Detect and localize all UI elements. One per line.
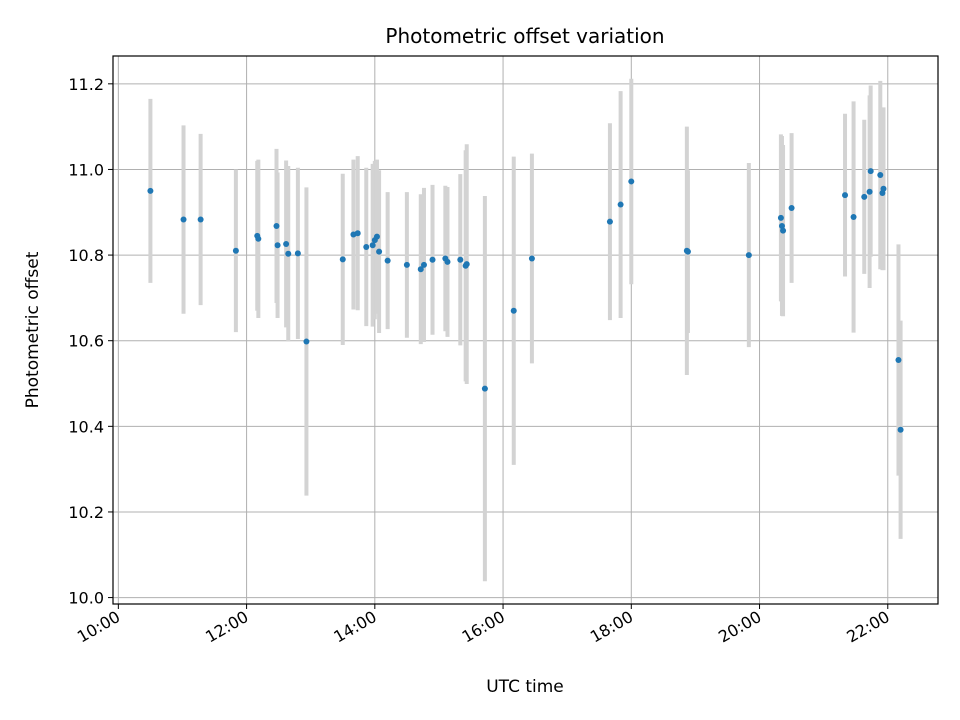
data-point [866, 188, 873, 195]
data-point [481, 385, 488, 392]
data-point [780, 227, 787, 234]
data-point [339, 256, 346, 263]
grid [113, 56, 938, 604]
y-axis-ticks: 10.0 10.2 10.4 10.6 10.8 11.0 11.2 [68, 75, 113, 608]
x-axis-label: UTC time [486, 677, 564, 697]
data-point [867, 168, 874, 175]
data-point [684, 248, 691, 255]
y-tick-label: 10.6 [68, 332, 104, 351]
chart-title: Photometric offset variation [385, 24, 664, 48]
data-point [255, 235, 262, 242]
y-tick-label: 11.0 [68, 160, 104, 179]
data-point [285, 250, 292, 257]
data-point [363, 243, 370, 250]
plot-area-frame [112, 55, 939, 605]
data-point [778, 222, 785, 229]
data-point [895, 356, 902, 363]
data-point [303, 338, 310, 345]
data-point [444, 258, 451, 265]
data-point [463, 261, 470, 268]
data-point [510, 307, 517, 314]
y-axis-label: Photometric offset [23, 251, 43, 408]
data-point [788, 204, 795, 211]
data-point [745, 252, 752, 259]
data-point [232, 247, 239, 254]
data-point [897, 426, 904, 433]
data-point [273, 222, 280, 229]
data-point [197, 216, 204, 223]
data-point [880, 185, 887, 192]
data-point [376, 248, 383, 255]
data-point [147, 187, 154, 194]
data-point [842, 192, 849, 199]
data-point [417, 266, 424, 273]
data-point [384, 257, 391, 264]
data-point [294, 250, 301, 257]
data-point [283, 240, 290, 247]
data-point [180, 216, 187, 223]
data-point [528, 255, 535, 262]
y-tick-label: 11.2 [68, 75, 104, 94]
data-point [457, 256, 464, 263]
y-tick-label: 10.2 [68, 503, 104, 522]
y-tick-label: 10.4 [68, 417, 104, 436]
data-point [777, 214, 784, 221]
data-point [403, 261, 410, 268]
data-point [606, 218, 613, 225]
data-points [147, 168, 904, 433]
y-tick-label: 10.0 [68, 589, 104, 608]
y-tick-label: 10.8 [68, 246, 104, 265]
data-point [877, 172, 884, 179]
data-point [274, 242, 281, 249]
data-point [861, 193, 868, 200]
data-point [850, 213, 857, 220]
data-point [373, 233, 380, 240]
data-point [617, 201, 624, 208]
data-point [354, 230, 361, 237]
data-point [420, 261, 427, 268]
data-point [369, 242, 376, 249]
data-point [628, 178, 635, 185]
data-point [429, 256, 436, 263]
